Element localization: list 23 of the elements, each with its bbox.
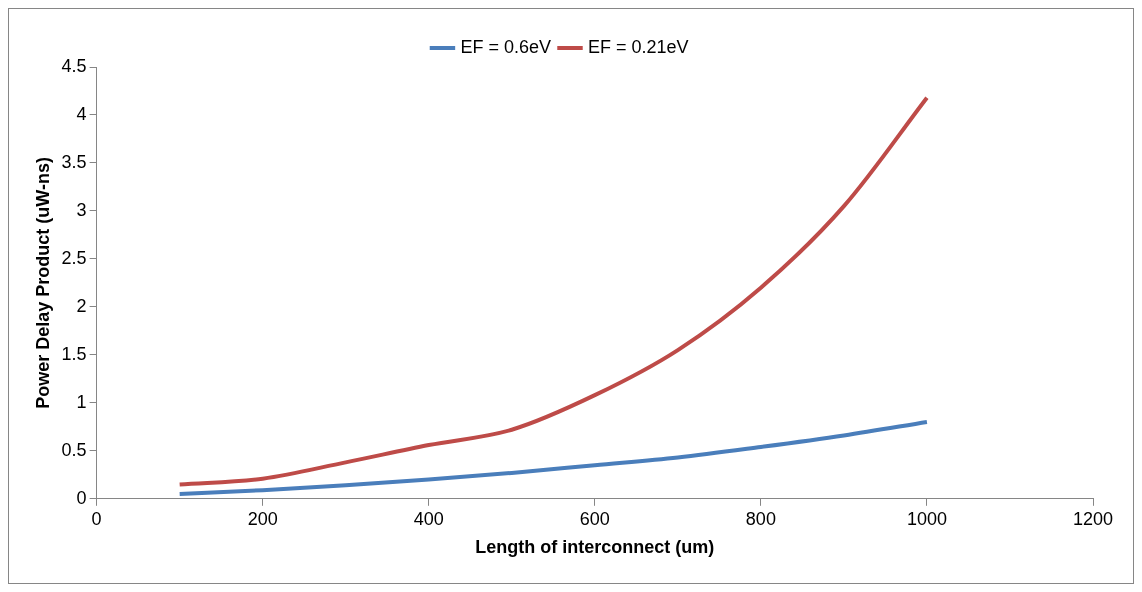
y-tick-label: 3.5 xyxy=(61,151,87,172)
y-tick-label: 1 xyxy=(76,391,87,412)
x-tick-label: 0 xyxy=(91,508,102,529)
x-tick-label: 800 xyxy=(745,508,776,529)
y-tick-label: 1.5 xyxy=(61,343,87,364)
y-tick-label: 4.5 xyxy=(61,55,87,76)
y-axis-title: Power Delay Product (uW-ns) xyxy=(32,157,53,409)
y-tick-label: 2 xyxy=(76,295,87,316)
x-tick-label: 200 xyxy=(247,508,278,529)
y-tick-label: 0 xyxy=(76,487,87,508)
legend-label: EF = 0.6eV xyxy=(460,36,551,57)
legend-label: EF = 0.21eV xyxy=(587,36,689,57)
line-series xyxy=(177,95,929,487)
x-axis-title: Length of interconnect (um) xyxy=(475,537,715,558)
line-series xyxy=(177,420,929,496)
y-tick-label: 3 xyxy=(76,199,87,220)
y-tick-label: 4 xyxy=(76,103,87,124)
x-tick-label: 400 xyxy=(413,508,444,529)
x-tick-label: 1000 xyxy=(906,508,947,529)
x-tick-label: 1200 xyxy=(1072,508,1114,529)
y-tick-label: 2.5 xyxy=(61,247,87,268)
x-tick-label: 600 xyxy=(579,508,610,529)
y-tick-label: 0.5 xyxy=(61,439,87,460)
